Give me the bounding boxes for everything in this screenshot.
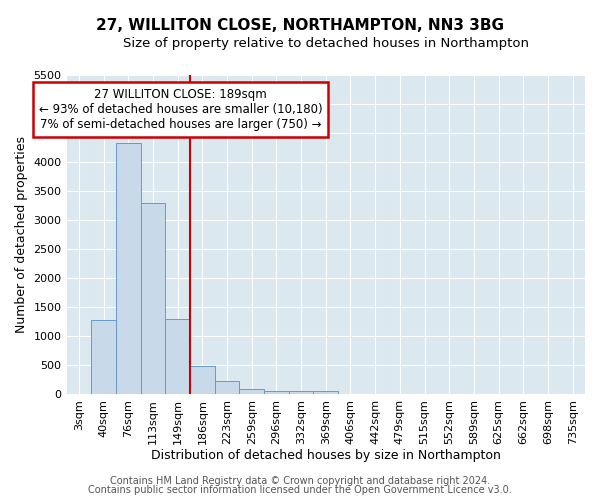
Bar — [91, 320, 116, 394]
Y-axis label: Number of detached properties: Number of detached properties — [15, 136, 28, 333]
Bar — [289, 391, 313, 394]
Bar — [264, 391, 289, 394]
Bar — [190, 366, 215, 394]
Bar — [313, 391, 338, 394]
Text: 27, WILLITON CLOSE, NORTHAMPTON, NN3 3BG: 27, WILLITON CLOSE, NORTHAMPTON, NN3 3BG — [96, 18, 504, 32]
Bar — [215, 380, 239, 394]
Text: 27 WILLITON CLOSE: 189sqm
← 93% of detached houses are smaller (10,180)
7% of se: 27 WILLITON CLOSE: 189sqm ← 93% of detac… — [39, 88, 322, 131]
Text: Contains public sector information licensed under the Open Government Licence v3: Contains public sector information licen… — [88, 485, 512, 495]
Bar — [165, 319, 190, 394]
Bar — [116, 143, 140, 394]
X-axis label: Distribution of detached houses by size in Northampton: Distribution of detached houses by size … — [151, 450, 501, 462]
Title: Size of property relative to detached houses in Northampton: Size of property relative to detached ho… — [123, 38, 529, 51]
Bar — [140, 203, 165, 394]
Text: Contains HM Land Registry data © Crown copyright and database right 2024.: Contains HM Land Registry data © Crown c… — [110, 476, 490, 486]
Bar — [239, 388, 264, 394]
